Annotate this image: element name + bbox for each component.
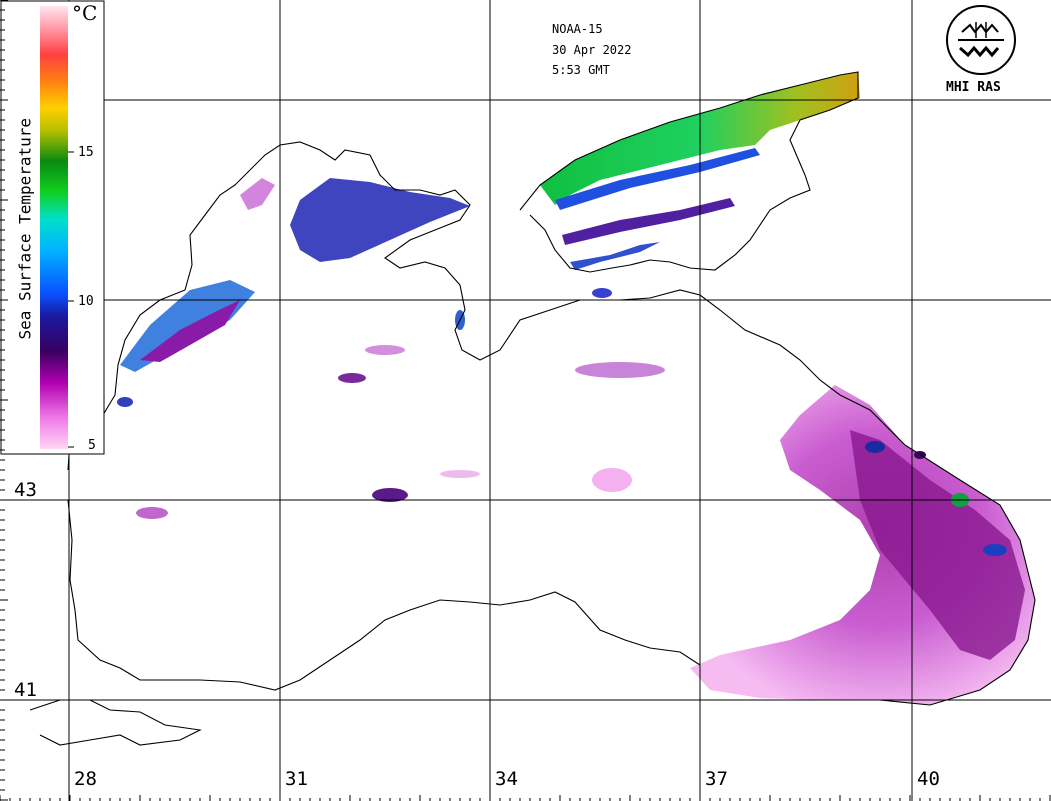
sst-patch-center-3	[365, 345, 405, 355]
coastline-crimea-azov	[519, 71, 859, 273]
sst-patch-center-7	[117, 397, 133, 407]
legend-tick-10: 10	[78, 294, 94, 309]
sst-patch-center-5	[592, 468, 632, 492]
sst-patch-center-9	[592, 288, 612, 298]
sst-cold-spot-3	[983, 544, 1007, 556]
sst-patch-azov-band-3	[570, 242, 660, 270]
satellite-label: NOAA-15	[552, 22, 603, 36]
lon-label-40: 40	[917, 768, 940, 790]
sst-patch-center-6	[136, 507, 168, 519]
sst-cold-spot-1	[865, 441, 885, 453]
sst-patch-center-4	[575, 362, 665, 378]
colorbar	[0, 0, 105, 455]
date-label: 30 Apr 2022	[552, 43, 632, 57]
coastline-south	[67, 499, 701, 691]
sst-patch-east-core	[850, 430, 1025, 660]
legend-tick-5: 5	[88, 438, 96, 453]
coastline-west-islands	[29, 699, 202, 746]
lat-label-43: 43	[14, 479, 37, 501]
sst-data-layer	[117, 72, 1035, 705]
left-ruler	[0, 0, 8, 801]
legend-unit: °C	[72, 1, 98, 25]
lat-label-41: 41	[14, 679, 37, 701]
logo-text: MHI RAS	[946, 80, 1001, 95]
bottom-ruler	[0, 795, 1051, 801]
lon-label-28: 28	[74, 768, 97, 790]
sst-patch-odessa	[240, 178, 275, 210]
sst-patch-center-2	[338, 373, 366, 383]
sst-patch-center-8	[440, 470, 480, 478]
sst-patch-center-1	[372, 488, 408, 502]
colorbar-gradient	[40, 6, 68, 449]
lon-label-37: 37	[705, 768, 728, 790]
sst-patch-nw-shelf	[120, 280, 255, 372]
lon-label-31: 31	[285, 768, 308, 790]
sst-patch-nw-violet	[140, 300, 240, 362]
sst-patch-northwest	[290, 178, 470, 262]
coastline-east	[839, 394, 1036, 706]
mhi-logo	[946, 5, 1016, 75]
lon-label-34: 34	[495, 768, 518, 790]
time-label: 5:53 GMT	[552, 63, 610, 77]
legend-title: Sea Surface Temperature	[15, 117, 35, 340]
legend-tick-15: 15	[78, 145, 94, 160]
sst-patch-azov-band-2	[562, 198, 735, 245]
sst-patch-azov-band-1	[555, 148, 760, 210]
